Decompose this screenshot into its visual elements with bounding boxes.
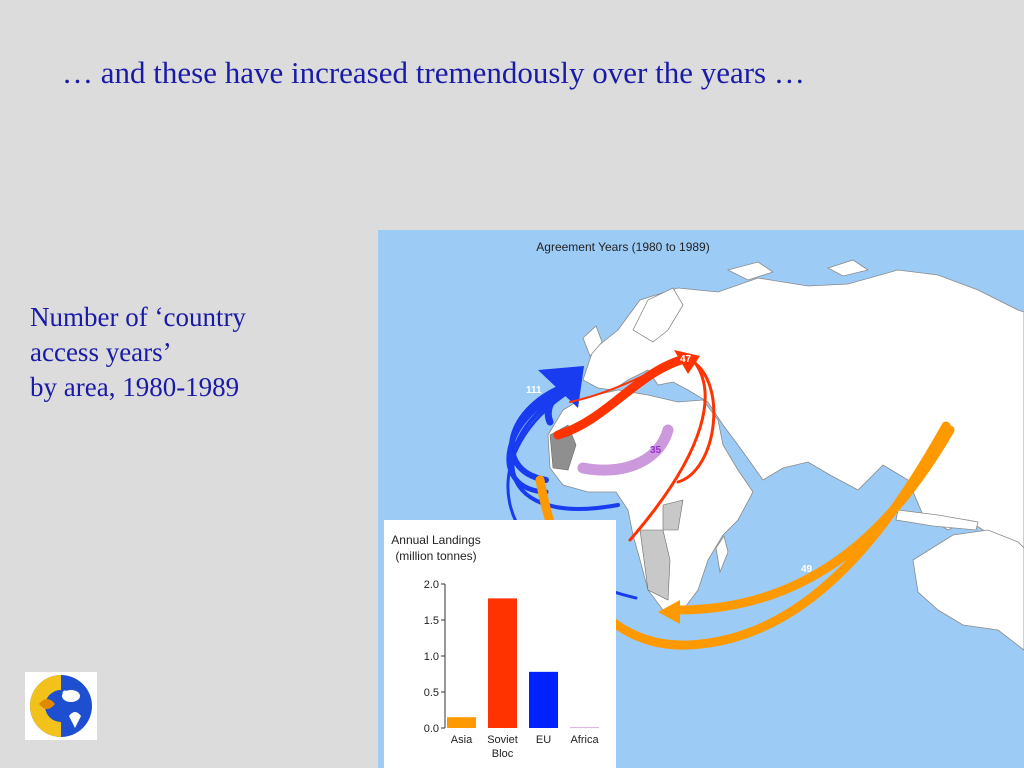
y-tick-label: 1.0 xyxy=(424,651,439,663)
x-tick-label: Soviet xyxy=(487,734,518,746)
y-tick-label: 0.0 xyxy=(424,723,439,735)
organization-logo xyxy=(25,672,97,740)
chart-bars xyxy=(447,598,599,729)
scandinavia-landmass xyxy=(632,287,684,343)
bar-asia xyxy=(447,717,476,728)
x-tick-label: Asia xyxy=(451,734,473,746)
asia-flow-arrowhead xyxy=(658,600,680,624)
soviet-flow-arrow xyxy=(569,357,679,403)
map-title: Agreement Years (1980 to 1989) xyxy=(536,240,709,254)
x-tick-label: EU xyxy=(536,734,551,746)
australia-landmass xyxy=(912,529,1024,651)
map-figure: 111 47 35 49 Agreement Years (1980 to 19… xyxy=(378,230,1024,768)
soviet-flow-arrows xyxy=(553,350,716,542)
asia-flow-label: 49 xyxy=(801,564,813,575)
southern-africa-shade xyxy=(639,529,671,601)
logo-emblem-icon xyxy=(30,675,92,737)
bar-africa xyxy=(570,727,599,729)
land-masses xyxy=(547,259,1024,651)
bar-soviet-bloc xyxy=(488,598,517,728)
caption-line-1: Number of ‘country xyxy=(30,302,246,332)
eu-flow-arrow xyxy=(510,386,620,511)
soviet-flow-arrow xyxy=(628,358,707,542)
indonesia-landmass xyxy=(895,509,979,531)
africa-flow-label: 35 xyxy=(650,445,662,456)
caption-line-2: access years’ xyxy=(30,337,172,367)
eu-flow-arrows xyxy=(506,366,638,600)
y-tick-label: 2.0 xyxy=(424,579,439,591)
britain-landmass xyxy=(582,325,603,357)
soviet-flow-arrow xyxy=(676,358,716,484)
bar-eu xyxy=(529,671,558,728)
madagascar-landmass xyxy=(715,535,729,574)
map-svg: 111 47 35 49 Agreement Years (1980 to 19… xyxy=(378,230,1024,768)
slide-title: … and these have increased tremendously … xyxy=(62,55,805,90)
africa-flow-arrow xyxy=(577,424,674,476)
africa-landmass xyxy=(547,389,754,611)
east-africa-shade xyxy=(662,499,684,531)
y-tick-label: 1.5 xyxy=(424,615,439,627)
inset-bar-chart: Annual Landings (million tonnes) 0.0 0.5 1… xyxy=(384,520,616,768)
chart-x-tick-labels: Asia Soviet Bloc EU Africa xyxy=(451,734,600,760)
soviet-flow-arrowhead xyxy=(674,350,700,374)
soviet-flow-arrow xyxy=(553,353,693,440)
chart-axes: 0.0 0.5 1.0 1.5 2.0 xyxy=(424,579,446,735)
y-tick-label: 0.5 xyxy=(424,687,439,699)
arctic-islands xyxy=(726,259,869,281)
eu-flow-label: 111 xyxy=(526,385,542,396)
soviet-flow-label: 47 xyxy=(680,354,692,365)
slide-caption: Number of ‘country access years’ by area… xyxy=(30,300,360,405)
x-tick-label: Africa xyxy=(570,734,599,746)
africa-flow-path xyxy=(577,424,674,476)
chart-subtitle: (million tonnes) xyxy=(395,549,476,563)
x-tick-label: Bloc xyxy=(492,748,514,760)
eu-flow-arrowhead xyxy=(538,366,584,408)
chart-title: Annual Landings xyxy=(391,533,480,547)
caption-line-3: by area, 1980-1989 xyxy=(30,372,240,402)
